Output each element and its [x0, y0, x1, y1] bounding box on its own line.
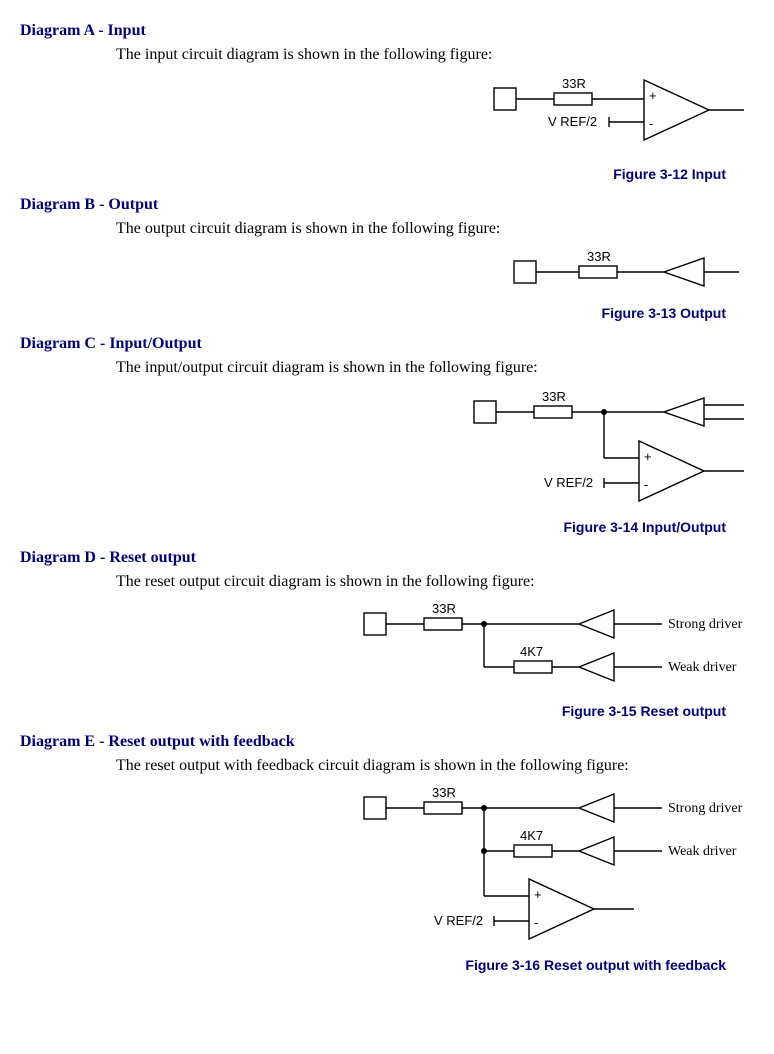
svg-text:+: + [534, 887, 542, 902]
schematic-reset-fb: 33R Strong driver 4K7 Weak driver + - V … [354, 781, 754, 951]
section-heading-a: Diagram A - Input [20, 22, 754, 40]
resistor2-label: 4K7 [520, 828, 543, 843]
driver1-label: Strong driver [668, 617, 743, 632]
driver2-label: Weak driver [668, 844, 737, 859]
resistor2-label: 4K7 [520, 644, 543, 659]
section-desc-d: The reset output circuit diagram is show… [116, 573, 754, 591]
caption-c: Figure 3-14 Input/Output [20, 519, 726, 535]
section-desc-b: The output circuit diagram is shown in t… [116, 220, 754, 238]
section-heading-c: Diagram C - Input/Output [20, 335, 754, 353]
caption-d: Figure 3-15 Reset output [20, 703, 726, 719]
resistor1-label: 33R [432, 785, 456, 800]
section-desc-a: The input circuit diagram is shown in th… [116, 46, 754, 64]
section-heading-d: Diagram D - Reset output [20, 549, 754, 567]
driver1-label: Strong driver [668, 801, 743, 816]
vref-label: V REF/2 [434, 913, 483, 928]
schematic-output: 33R [504, 244, 754, 299]
caption-e: Figure 3-16 Reset output with feedback [20, 957, 726, 973]
vref-label: V REF/2 [548, 114, 597, 129]
driver2-label: Weak driver [668, 660, 737, 675]
svg-text:+: + [649, 88, 657, 103]
schematic-reset: 33R Strong driver 4K7 Weak driver [354, 597, 754, 697]
vref-label: V REF/2 [544, 475, 593, 490]
figure-c: 33R + - V REF/2 Figure 3-14 Input/Output [20, 383, 754, 535]
resistor-label: 33R [562, 76, 586, 91]
figure-e: 33R Strong driver 4K7 Weak driver + - V … [20, 781, 754, 973]
resistor-label: 33R [542, 389, 566, 404]
svg-text:+: + [644, 449, 652, 464]
caption-b: Figure 3-13 Output [20, 305, 726, 321]
figure-a: 33R + - V REF/2 Figure 3-12 Input [20, 70, 754, 182]
figure-b: 33R Figure 3-13 Output [20, 244, 754, 321]
section-desc-c: The input/output circuit diagram is show… [116, 359, 754, 377]
section-desc-e: The reset output with feedback circuit d… [116, 757, 754, 775]
schematic-io: 33R + - V REF/2 [464, 383, 754, 513]
svg-text:-: - [649, 116, 653, 131]
svg-text:-: - [644, 477, 648, 492]
section-heading-e: Diagram E - Reset output with feedback [20, 733, 754, 751]
schematic-input: 33R + - V REF/2 [484, 70, 754, 160]
section-heading-b: Diagram B - Output [20, 196, 754, 214]
resistor1-label: 33R [432, 601, 456, 616]
caption-a: Figure 3-12 Input [20, 166, 726, 182]
figure-d: 33R Strong driver 4K7 Weak driver Figure… [20, 597, 754, 719]
svg-text:-: - [534, 915, 538, 930]
resistor-label: 33R [587, 249, 611, 264]
